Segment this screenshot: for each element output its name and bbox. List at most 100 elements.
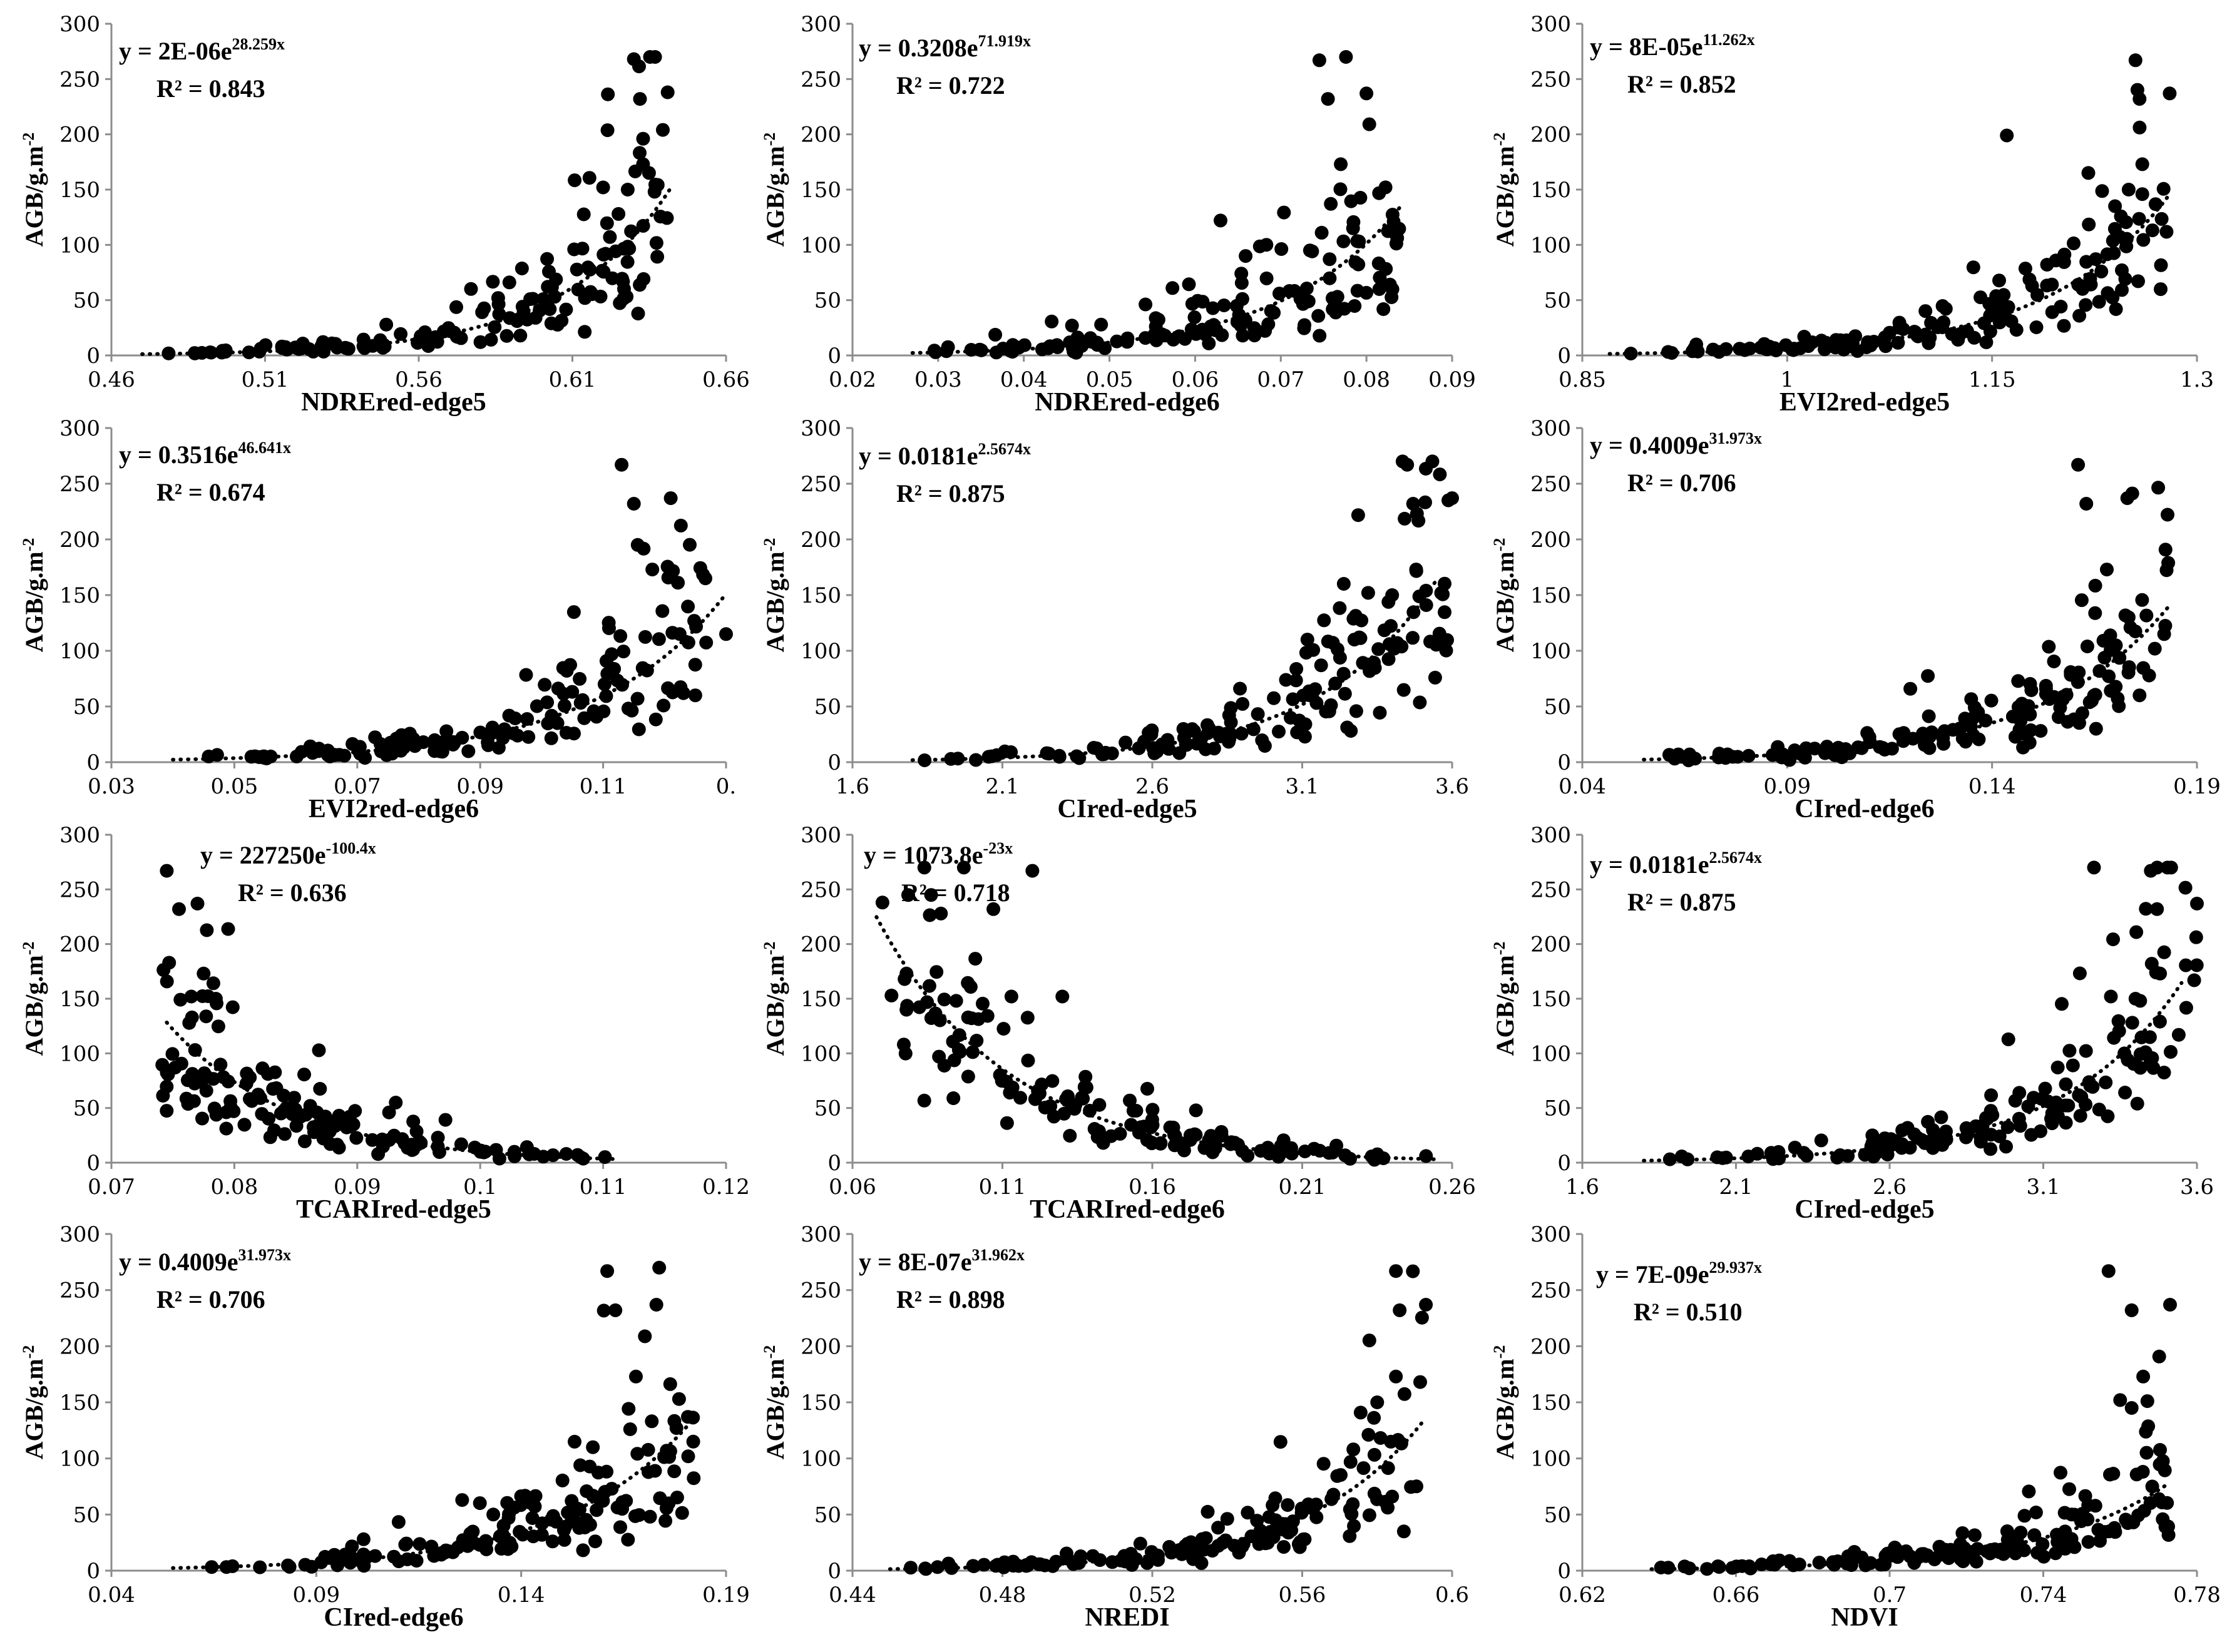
data-point bbox=[1980, 1544, 1994, 1558]
data-point bbox=[477, 1145, 491, 1160]
data-point bbox=[1910, 1130, 1925, 1145]
data-point bbox=[1372, 282, 1386, 296]
data-point bbox=[1232, 1546, 1246, 1560]
data-point bbox=[567, 727, 581, 741]
data-point bbox=[401, 1141, 415, 1155]
data-point bbox=[1220, 1512, 1234, 1526]
data-point bbox=[1197, 1542, 1211, 1557]
x-tick-label: 0.62 bbox=[1559, 1583, 1606, 1608]
data-point bbox=[525, 1511, 540, 1525]
data-point bbox=[1906, 732, 1920, 746]
data-point bbox=[2145, 1479, 2159, 1494]
fit-equation: y = 2E-06e28.259x bbox=[119, 35, 285, 65]
data-point bbox=[1903, 1549, 1917, 1564]
data-point bbox=[1706, 342, 1720, 357]
data-point bbox=[1162, 742, 1176, 756]
data-point bbox=[1235, 292, 1249, 306]
data-point bbox=[576, 207, 591, 222]
y-tick-label: 150 bbox=[59, 987, 100, 1012]
data-point bbox=[1390, 636, 1405, 650]
data-point bbox=[670, 1491, 684, 1505]
data-point bbox=[1276, 1522, 1290, 1537]
data-point bbox=[2000, 1532, 2015, 1547]
data-point bbox=[1425, 454, 1440, 469]
data-point bbox=[1992, 315, 2007, 330]
data-point bbox=[2139, 1446, 2154, 1460]
data-point bbox=[2000, 1120, 2015, 1134]
data-point bbox=[310, 1105, 324, 1119]
data-point bbox=[1294, 1501, 1309, 1516]
data-point bbox=[2109, 638, 2123, 653]
data-point bbox=[1183, 1133, 1197, 1147]
data-point bbox=[1710, 1150, 1724, 1165]
x-axis-title: TCARIred-edge6 bbox=[1030, 1195, 1225, 1224]
data-point bbox=[951, 752, 965, 766]
data-point bbox=[1966, 711, 1980, 725]
data-point bbox=[2157, 945, 2171, 959]
data-point bbox=[491, 291, 505, 305]
data-point bbox=[1865, 1136, 1880, 1150]
data-point bbox=[428, 330, 443, 344]
data-point bbox=[2014, 710, 2029, 725]
data-point bbox=[1140, 1081, 1154, 1096]
data-point bbox=[1338, 686, 1352, 701]
data-point bbox=[1921, 1114, 1935, 1129]
data-point bbox=[1432, 626, 1446, 641]
data-point bbox=[1982, 297, 1997, 311]
data-point bbox=[2025, 278, 2039, 293]
data-point bbox=[1146, 741, 1160, 755]
data-point bbox=[400, 1552, 414, 1566]
data-point bbox=[2102, 669, 2116, 683]
data-point bbox=[1070, 749, 1084, 763]
data-point bbox=[1234, 319, 1248, 333]
data-point bbox=[1396, 1524, 1411, 1539]
data-point bbox=[528, 1499, 542, 1514]
y-tick-label: 200 bbox=[1530, 123, 1571, 148]
data-point bbox=[2132, 120, 2147, 135]
data-point bbox=[341, 342, 356, 356]
data-point bbox=[1214, 1128, 1229, 1143]
data-point bbox=[421, 339, 436, 353]
data-point bbox=[1774, 750, 1789, 765]
data-point bbox=[1070, 330, 1085, 345]
data-point bbox=[1836, 336, 1850, 350]
data-point bbox=[2139, 902, 2153, 916]
fit-equation-exponent: 2.5674x bbox=[978, 440, 1032, 458]
data-point bbox=[1085, 335, 1099, 349]
data-point bbox=[2078, 1489, 2092, 1503]
y-tick-label: 300 bbox=[1530, 1222, 1571, 1247]
data-point bbox=[437, 324, 451, 339]
data-point bbox=[643, 1509, 657, 1524]
data-point bbox=[1344, 724, 1358, 738]
data-point bbox=[1878, 743, 1892, 757]
x-tick-label: 0.09 bbox=[334, 1175, 381, 1200]
data-point bbox=[1336, 234, 1351, 248]
data-point bbox=[2011, 674, 2025, 688]
data-point bbox=[1306, 643, 1321, 657]
data-point bbox=[1404, 1480, 1418, 1494]
data-point bbox=[1864, 1143, 1878, 1157]
data-point bbox=[253, 1091, 267, 1105]
data-point bbox=[558, 698, 571, 713]
data-point bbox=[565, 1494, 579, 1508]
data-point bbox=[439, 724, 454, 738]
data-point bbox=[1979, 713, 1993, 728]
data-point bbox=[1267, 305, 1281, 320]
data-point bbox=[210, 996, 223, 1011]
data-point bbox=[1347, 1519, 1361, 1533]
fit-equation-prefix: y = 0.4009e bbox=[1590, 431, 1709, 459]
data-point bbox=[507, 1501, 521, 1515]
data-point bbox=[1844, 1558, 1858, 1573]
data-point bbox=[1296, 688, 1310, 703]
data-point bbox=[2158, 1463, 2172, 1477]
data-point bbox=[1362, 1333, 1376, 1348]
data-point bbox=[1068, 1098, 1082, 1113]
x-tick-label: 0.66 bbox=[1712, 1583, 1760, 1608]
data-point bbox=[210, 748, 224, 762]
y-tick-label: 0 bbox=[827, 1151, 841, 1176]
data-point bbox=[2055, 692, 2070, 706]
data-point bbox=[966, 1559, 981, 1573]
data-point bbox=[657, 1450, 672, 1464]
data-point bbox=[1154, 1136, 1168, 1151]
